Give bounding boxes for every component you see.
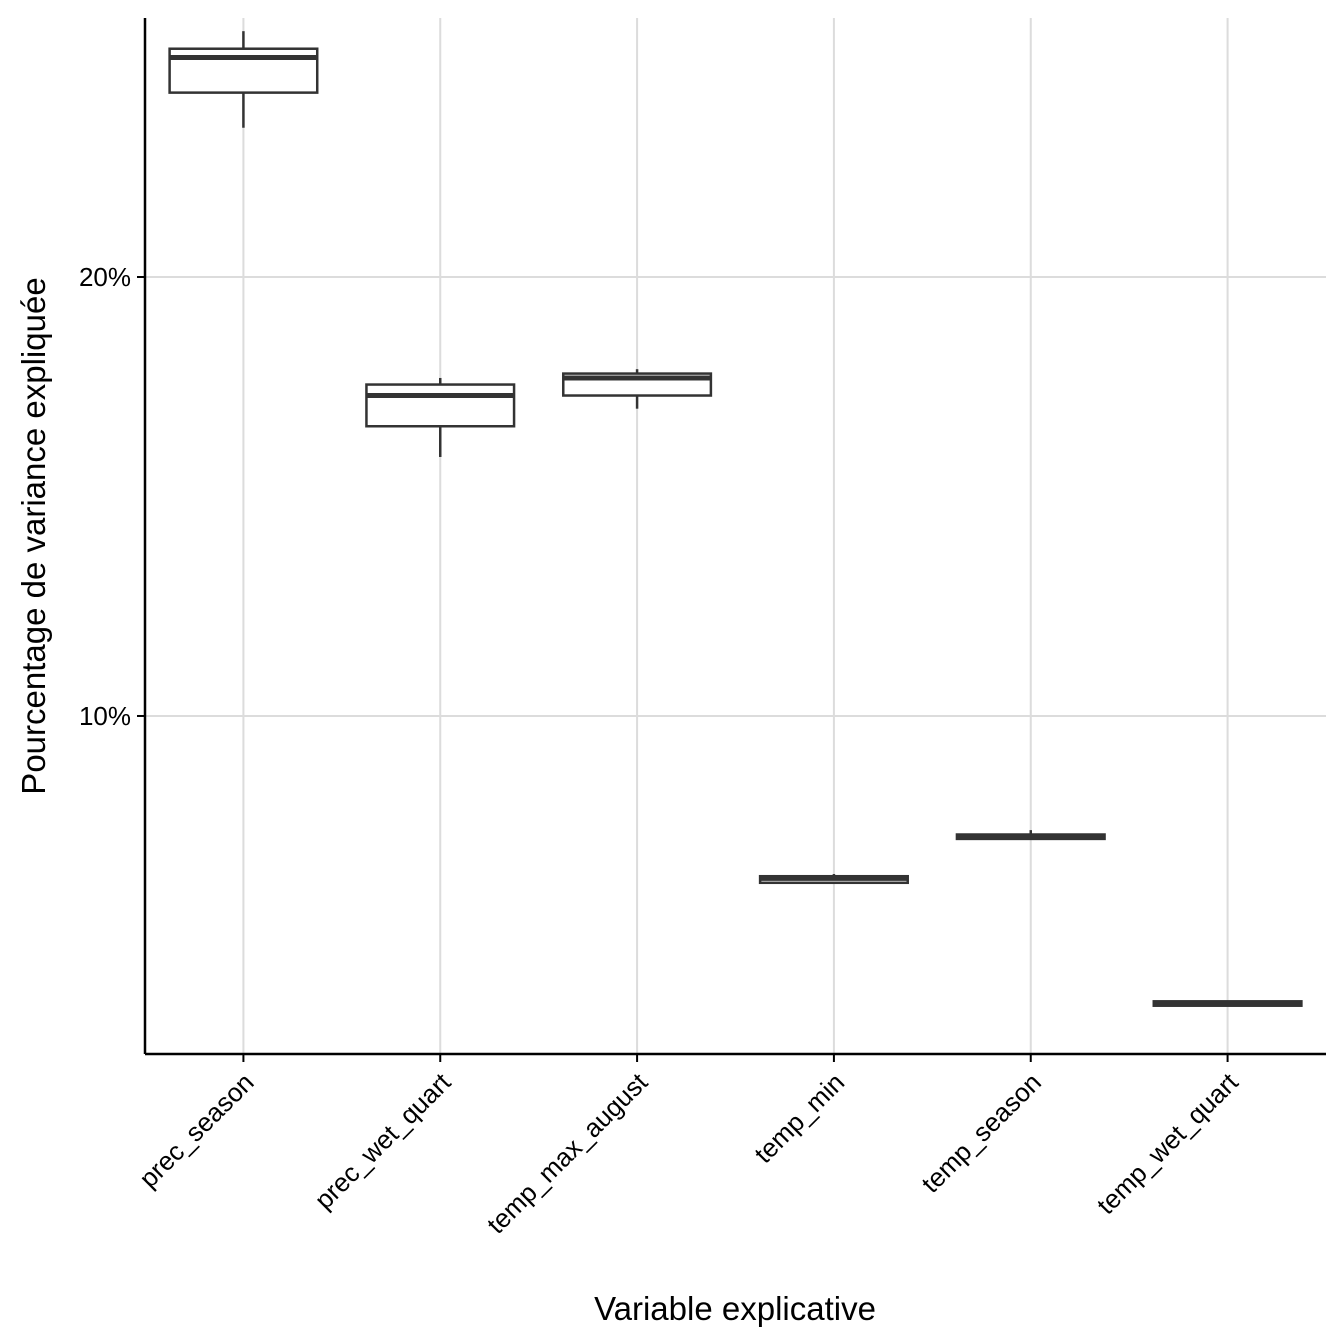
boxes <box>168 31 1303 1007</box>
ticks: 10% 20% prec_season prec_wet_quart temp_max_… <box>79 262 1244 1239</box>
y-tick-label: 10% <box>79 701 131 731</box>
axes <box>143 18 1326 1056</box>
x-tick-label: temp_season <box>915 1067 1047 1199</box>
box-prec_season <box>168 31 319 128</box>
x-tick-label: prec_season <box>133 1067 259 1193</box>
box-iqr <box>365 383 516 428</box>
gridlines <box>145 18 1326 1054</box>
x-tick-label: temp_wet_quart <box>1091 1066 1245 1220</box>
box-prec_wet_quart <box>365 377 516 457</box>
y-tick-label: 20% <box>79 262 131 292</box>
box-temp_max_august <box>562 369 713 409</box>
box-temp_wet_quart <box>1152 1000 1303 1007</box>
box-temp_season <box>955 830 1106 841</box>
x-tick-label: prec_wet_quart <box>309 1066 457 1214</box>
x-tick-label: temp_min <box>748 1067 850 1169</box>
y-axis-title: Pourcentage de variance expliquée <box>15 277 52 794</box>
x-tick-label: temp_max_august <box>481 1066 654 1239</box>
box-temp_min <box>758 874 909 885</box>
x-axis-title: Variable explicative <box>594 1290 876 1327</box>
